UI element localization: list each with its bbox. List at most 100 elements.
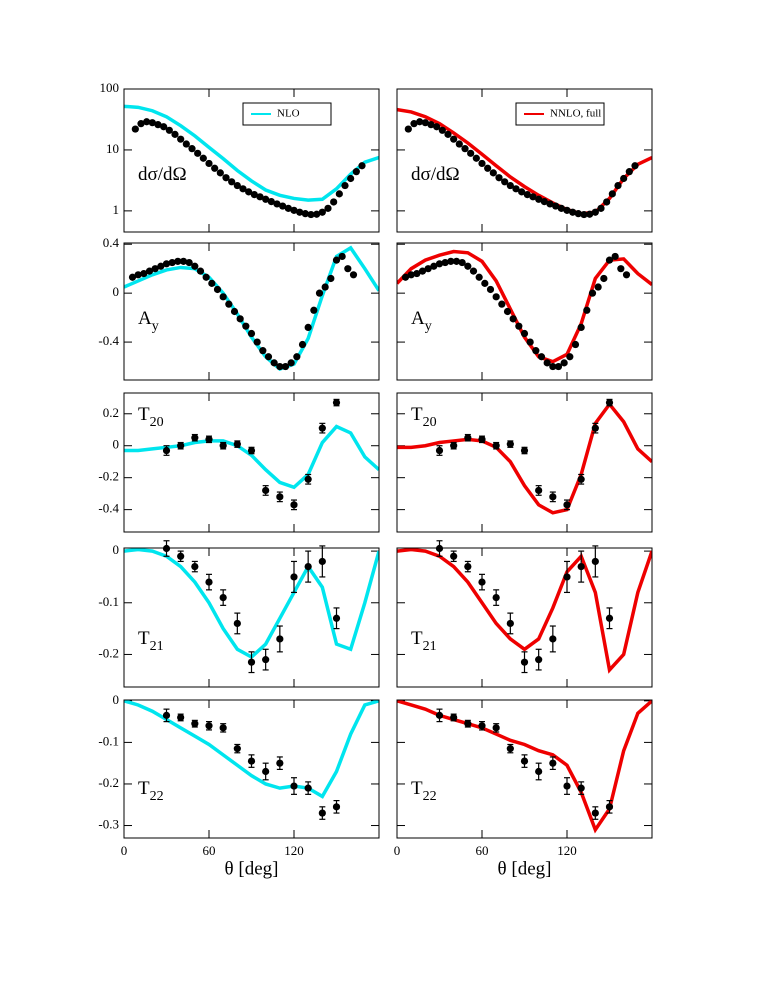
y-tick-label: 0 <box>113 542 120 557</box>
data-point <box>430 262 438 270</box>
data-point <box>162 446 171 455</box>
data-point <box>247 446 256 455</box>
data-point <box>301 210 309 218</box>
y-tick-label: -0.2 <box>98 645 119 660</box>
data-point <box>486 285 495 294</box>
data-point <box>177 442 185 450</box>
theory-curve <box>124 424 379 490</box>
data-point <box>281 362 290 371</box>
legend-box <box>515 102 605 126</box>
data-point <box>253 338 261 346</box>
data-point <box>455 140 463 148</box>
data-point <box>620 174 628 183</box>
data-point <box>341 181 349 190</box>
data-point <box>162 260 171 268</box>
panel: -0.4 0 0.4 Ay <box>98 235 380 381</box>
data-point <box>424 265 432 273</box>
data-point <box>577 475 585 483</box>
data-point <box>208 279 216 287</box>
data-point <box>413 269 421 278</box>
data-point <box>401 273 410 281</box>
data-point <box>535 656 543 664</box>
legend-label: NNLO, full <box>550 108 601 120</box>
data-point <box>416 118 424 126</box>
data-point <box>233 181 241 190</box>
data-point <box>140 269 148 278</box>
theory-curve <box>124 700 379 799</box>
data-point <box>421 119 429 127</box>
panel-label-main: T <box>411 778 423 799</box>
panel-label-main: A <box>411 308 425 329</box>
data-point <box>324 204 332 212</box>
data-point <box>560 359 568 367</box>
data-point <box>276 362 284 371</box>
data-point <box>506 440 514 448</box>
data-point <box>472 154 480 162</box>
data-point <box>352 168 360 176</box>
data-point <box>557 204 565 212</box>
data-point <box>273 200 281 208</box>
data-point <box>566 353 574 361</box>
data-point <box>518 188 526 196</box>
theory-curve <box>397 107 652 216</box>
data-point <box>563 206 571 214</box>
data-point <box>452 257 461 265</box>
data-point <box>464 434 472 442</box>
y-tick-label: 0 <box>113 692 120 707</box>
data-point <box>506 745 514 753</box>
data-point <box>577 563 585 571</box>
data-point <box>228 178 236 186</box>
data-point <box>506 181 514 190</box>
data-point <box>188 145 196 153</box>
data-point <box>450 135 458 143</box>
data-point <box>407 271 415 279</box>
data-point <box>219 724 227 732</box>
data-point <box>128 273 137 281</box>
data-point <box>191 434 199 442</box>
data-point <box>563 782 571 790</box>
data-point <box>225 300 233 308</box>
plot-frame <box>123 547 380 688</box>
data-point <box>520 329 529 338</box>
data-point <box>233 440 241 448</box>
data-point <box>478 578 486 586</box>
panel: 0 60 120 θ [deg] T22 <box>394 699 653 879</box>
data-point <box>338 252 346 261</box>
data-point <box>489 169 497 177</box>
panel-label-main: T <box>138 404 150 425</box>
data-point <box>205 578 213 586</box>
data-point <box>185 258 193 267</box>
plot-frame <box>123 242 380 381</box>
x-tick-label: 0 <box>394 843 401 858</box>
data-point <box>600 274 608 283</box>
data-point <box>216 169 224 177</box>
panel-label-sub: 21 <box>150 639 164 654</box>
panel-label-main: T <box>411 628 423 649</box>
data-point <box>532 347 540 355</box>
plot-frame <box>123 88 380 233</box>
data-point <box>165 126 173 134</box>
data-point <box>256 193 264 201</box>
data-point <box>605 803 614 811</box>
data-point <box>313 210 321 218</box>
data-point <box>605 256 614 264</box>
data-point <box>242 322 250 330</box>
data-point <box>307 210 315 219</box>
data-point <box>594 283 602 291</box>
data-point <box>247 329 256 338</box>
y-tick-label: -0.1 <box>98 594 119 609</box>
data-point <box>335 190 343 198</box>
data-point <box>435 260 444 268</box>
data-point <box>526 338 534 346</box>
plot-frame <box>396 392 653 533</box>
data-point <box>222 174 230 182</box>
panel-label-sub: 20 <box>423 415 437 430</box>
data-point <box>318 557 326 566</box>
data-point <box>433 123 441 131</box>
data-point <box>315 289 324 297</box>
x-tick-label: 120 <box>284 843 304 858</box>
data-point <box>304 323 312 332</box>
panel-label-main: dσ/dΩ <box>411 164 460 185</box>
data-point <box>298 340 307 349</box>
